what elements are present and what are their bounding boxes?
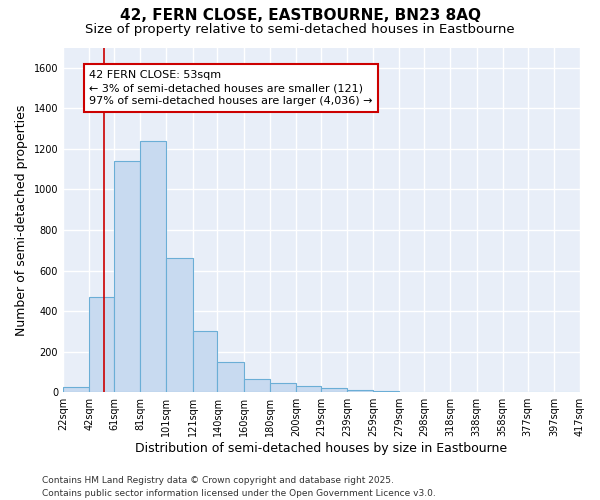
Bar bbox=[193, 332, 217, 392]
Bar bbox=[166, 258, 193, 392]
Bar bbox=[296, 386, 321, 392]
Bar bbox=[321, 388, 347, 392]
Text: 42 FERN CLOSE: 53sqm
← 3% of semi-detached houses are smaller (121)
97% of semi-: 42 FERN CLOSE: 53sqm ← 3% of semi-detach… bbox=[89, 70, 373, 106]
Text: Contains HM Land Registry data © Crown copyright and database right 2025.
Contai: Contains HM Land Registry data © Crown c… bbox=[42, 476, 436, 498]
Text: Size of property relative to semi-detached houses in Eastbourne: Size of property relative to semi-detach… bbox=[85, 22, 515, 36]
Text: 42, FERN CLOSE, EASTBOURNE, BN23 8AQ: 42, FERN CLOSE, EASTBOURNE, BN23 8AQ bbox=[119, 8, 481, 22]
Bar bbox=[89, 297, 114, 392]
Bar bbox=[217, 362, 244, 392]
Bar bbox=[140, 141, 166, 392]
Bar bbox=[270, 383, 296, 392]
X-axis label: Distribution of semi-detached houses by size in Eastbourne: Distribution of semi-detached houses by … bbox=[136, 442, 508, 455]
Bar bbox=[373, 391, 400, 392]
Y-axis label: Number of semi-detached properties: Number of semi-detached properties bbox=[15, 104, 28, 336]
Bar bbox=[114, 161, 140, 392]
Bar bbox=[347, 390, 373, 392]
Bar bbox=[63, 387, 89, 392]
Bar bbox=[244, 379, 270, 392]
